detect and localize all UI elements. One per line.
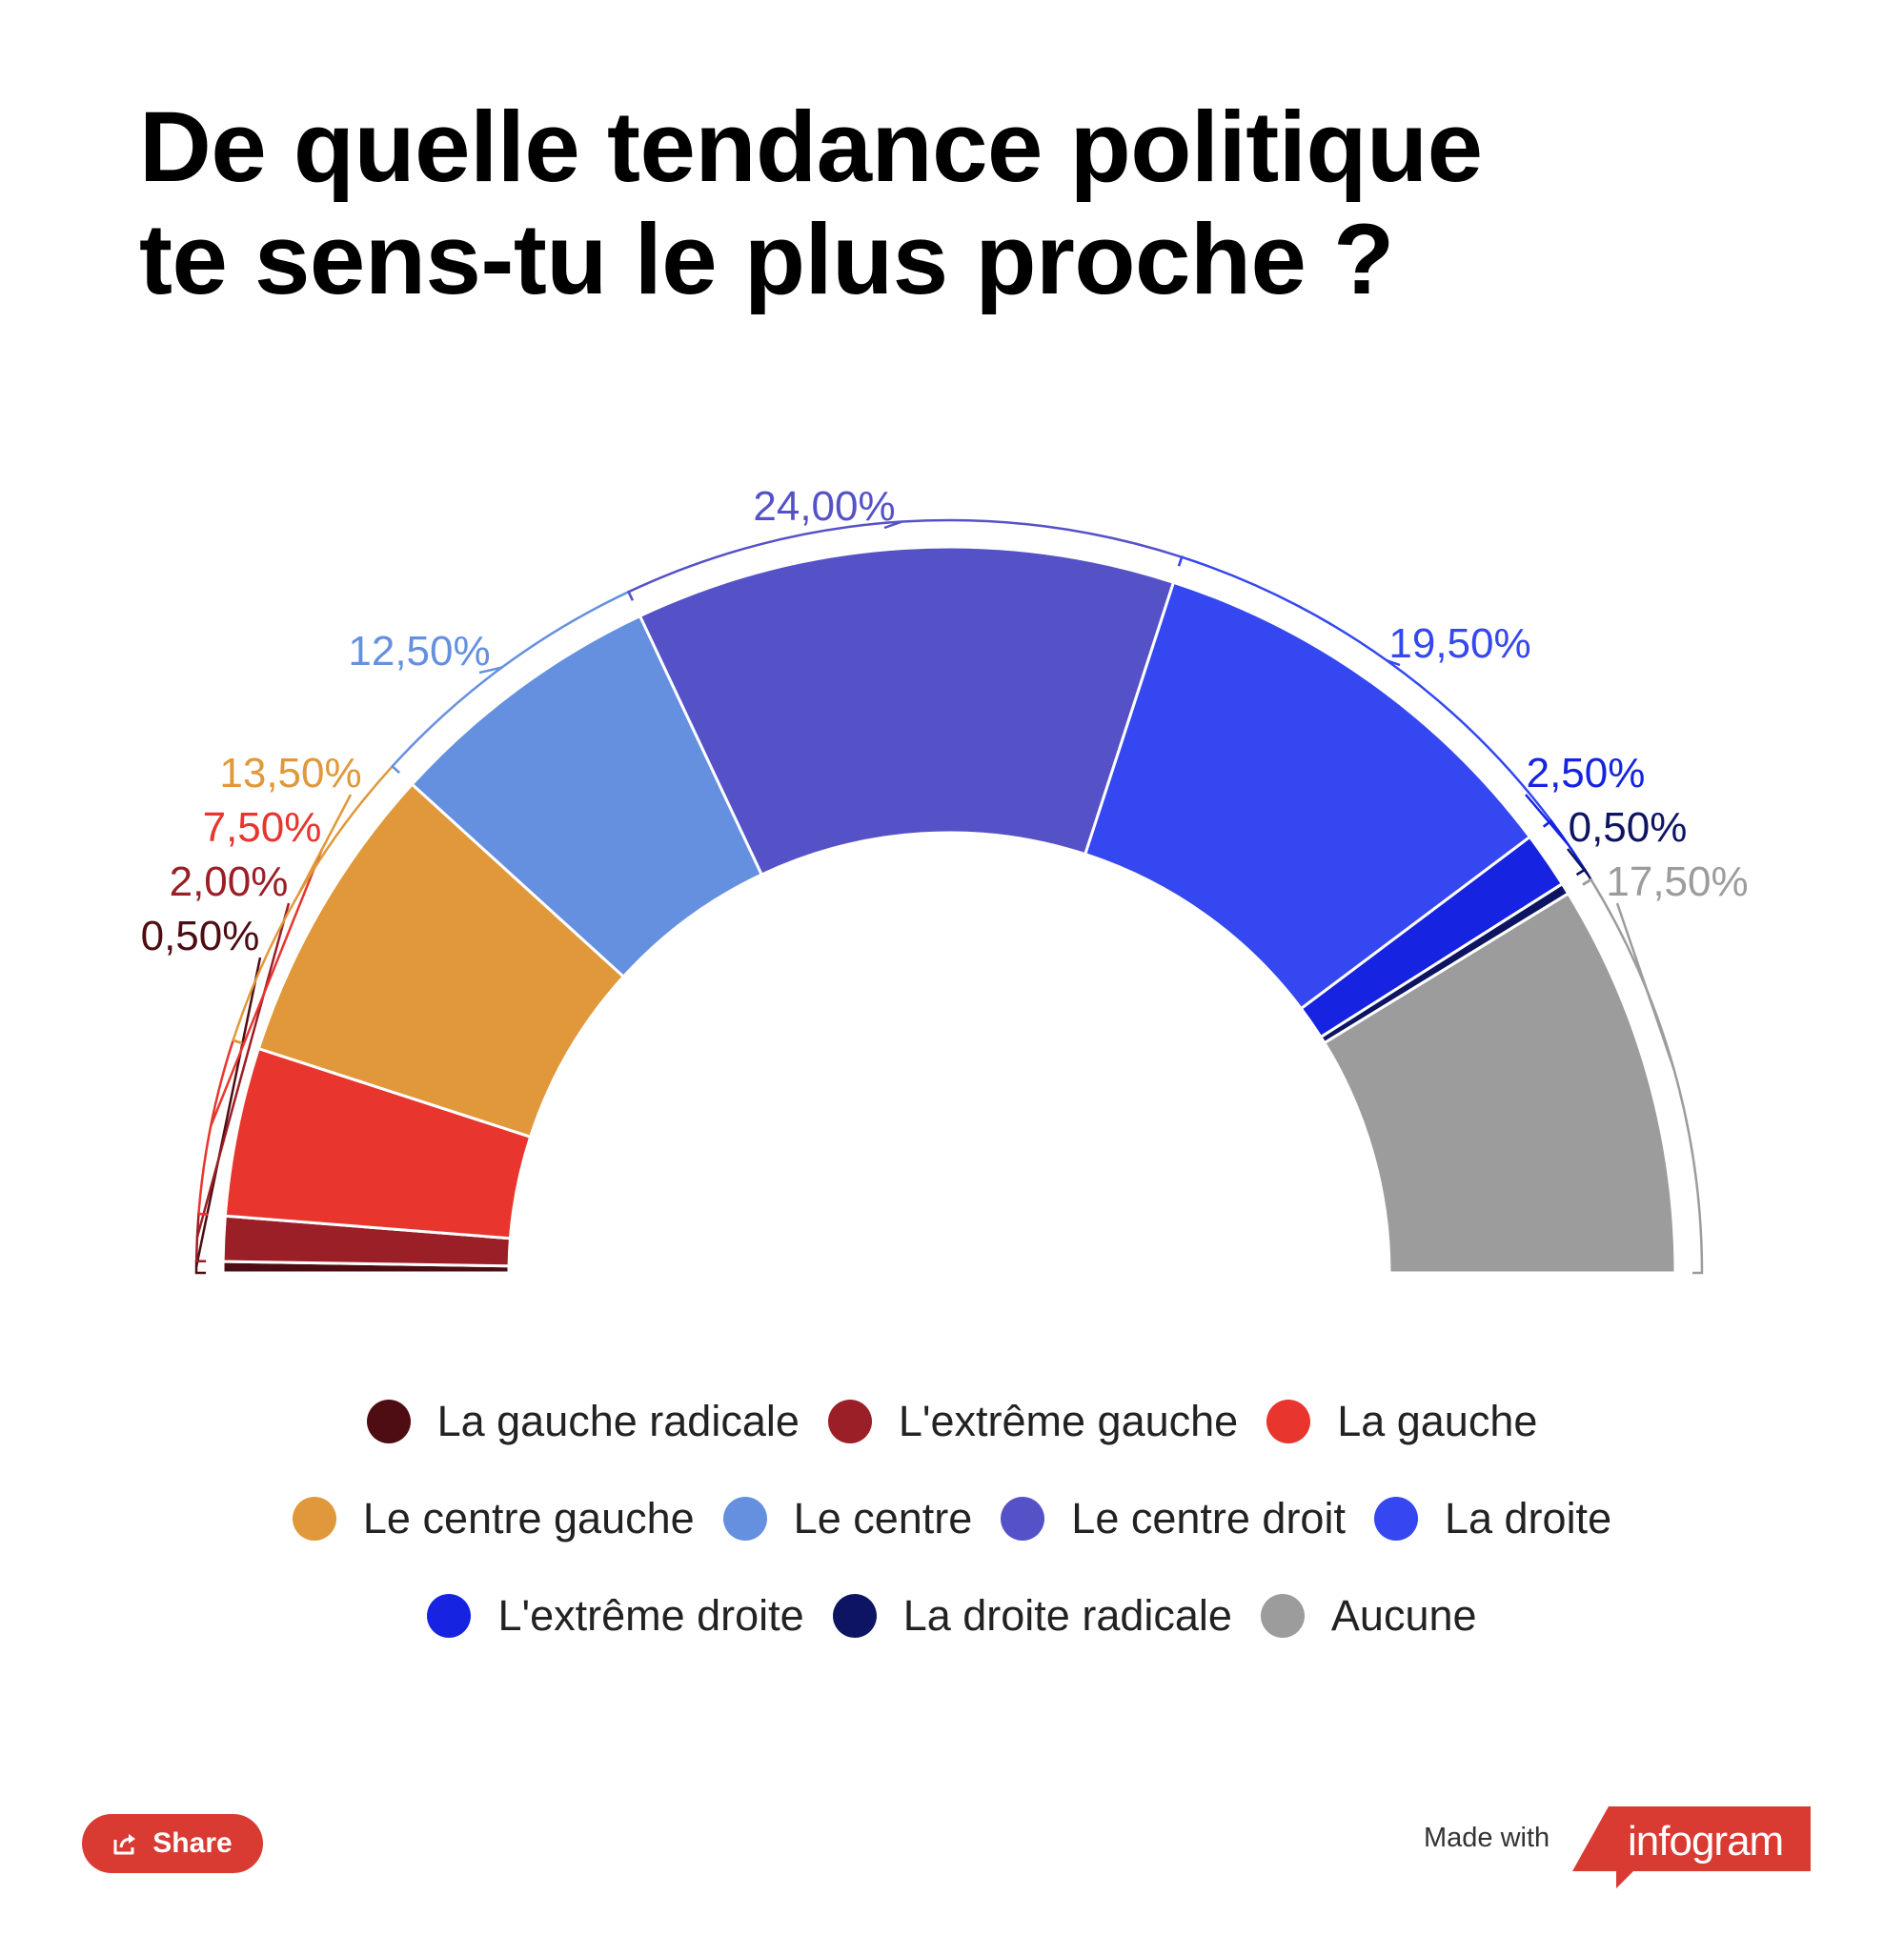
legend-swatch <box>427 1594 472 1638</box>
leader-line-le-centre-droit <box>883 520 902 530</box>
data-label-la-gauche: 7,50% <box>203 804 322 851</box>
data-label-la-droite: 19,50% <box>1388 620 1530 667</box>
legend-row: La gauche radicale L'extrême gauche La gau… <box>0 1393 1904 1450</box>
legend-item-le-centre[interactable]: Le centre <box>722 1494 973 1543</box>
legend-label: Le centre gauche <box>362 1494 695 1543</box>
chart-label-leaders <box>194 518 1704 1275</box>
legend-swatch <box>1266 1400 1311 1443</box>
legend-item-la-gauche[interactable]: La gauche <box>1266 1397 1537 1446</box>
leader-line-aucune <box>1615 902 1675 1069</box>
leader-line-le-centre <box>478 666 502 675</box>
data-label-la-droite-radicale: 0,50% <box>1569 804 1688 851</box>
leader-bracket-le-centre-gauche <box>232 764 400 1045</box>
legend-item-la-droite-radicale[interactable]: La droite radicale <box>832 1591 1232 1641</box>
data-label-le-centre-droit: 24,00% <box>753 483 895 530</box>
chart-title-line-1: De quelle tendance politique <box>139 91 1483 203</box>
leader-line-la-droite <box>1386 659 1401 667</box>
legend-label: Le centre <box>793 1494 973 1543</box>
legend-swatch <box>1373 1497 1418 1541</box>
data-label-l-extreme-droite: 2,50% <box>1527 750 1646 797</box>
data-label-aucune: 17,50% <box>1606 858 1748 905</box>
leader-line-la-gauche <box>210 848 324 1127</box>
data-label-le-centre-gauche: 13,50% <box>219 750 361 797</box>
legend-item-la-droite[interactable]: La droite <box>1373 1494 1612 1543</box>
legend-label: La droite <box>1444 1494 1612 1543</box>
legend-item-le-centre-droit[interactable]: Le centre droit <box>1001 1494 1346 1543</box>
legend-label: La gauche radicale <box>436 1397 800 1445</box>
legend-swatch <box>827 1400 872 1443</box>
legend-swatch <box>832 1594 877 1638</box>
leader-bracket-la-droite <box>1177 555 1553 828</box>
legend-row: Le centre gauche Le centre Le centre droit… <box>0 1490 1904 1547</box>
chart-slices <box>221 545 1677 1275</box>
semicircle-donut-chart: 0,50% 2,00% 7,50% 13,50% 12,50% 24,00% 19,50% 2… <box>141 483 1749 1275</box>
legend-row: L'extrême droite La droite radicale Aucune <box>0 1587 1904 1644</box>
chart-title-line-2: te sens-tu le plus proche ? <box>139 204 1394 315</box>
leader-line-l-extreme-droite <box>1525 794 1570 846</box>
share-label: Share <box>152 1827 233 1859</box>
data-label-le-centre: 12,50% <box>348 628 490 675</box>
legend-swatch <box>1001 1497 1045 1541</box>
legend-swatch <box>292 1497 336 1541</box>
legend-label: L'extrême droite <box>497 1591 804 1640</box>
pie-slice-aucune[interactable] <box>1322 891 1677 1275</box>
legend-label: Le centre droit <box>1071 1494 1346 1543</box>
legend-label: L'extrême gauche <box>898 1397 1239 1445</box>
leader-bracket-la-droite-radicale <box>1575 867 1593 886</box>
share-icon <box>112 1831 139 1856</box>
legend-label: La droite radicale <box>902 1591 1232 1640</box>
legend-label: Aucune <box>1330 1591 1477 1640</box>
infogram-logo[interactable]: infogram <box>1572 1806 1811 1902</box>
made-with-text: Made with <box>1424 1823 1550 1853</box>
legend-swatch <box>722 1497 767 1541</box>
share-button[interactable]: Share <box>82 1814 263 1873</box>
leader-line-l-extreme-gauche <box>195 902 291 1239</box>
leader-line-la-droite-radicale <box>1567 848 1590 876</box>
chart-title: De quelle tendance politique te sens-tu … <box>139 91 1664 316</box>
legend-item-la-gauche-radicale[interactable]: La gauche radicale <box>366 1397 800 1446</box>
legend-item-l-extreme-gauche[interactable]: L'extrême gauche <box>827 1397 1239 1446</box>
pie-slice-le-centre-droit[interactable] <box>638 545 1176 877</box>
legend-item-l-extreme-droite[interactable]: L'extrême droite <box>427 1591 804 1641</box>
pie-slice-la-droite[interactable] <box>1083 580 1532 1011</box>
data-label-l-extreme-gauche: 2,00% <box>170 858 289 905</box>
legend-item-le-centre-gauche[interactable]: Le centre gauche <box>292 1494 695 1543</box>
data-label-la-gauche-radicale: 0,50% <box>141 913 260 959</box>
legend-label: La gauche <box>1337 1397 1538 1445</box>
leader-line-le-centre-gauche <box>296 794 353 896</box>
brand-name: infogram <box>1628 1818 1784 1865</box>
chart-data-labels: 0,50% 2,00% 7,50% 13,50% 12,50% 24,00% 19,50% 2… <box>141 483 1749 959</box>
legend-swatch <box>366 1400 411 1443</box>
legend-swatch <box>1260 1594 1305 1638</box>
legend-item-aucune[interactable]: Aucune <box>1260 1591 1477 1641</box>
